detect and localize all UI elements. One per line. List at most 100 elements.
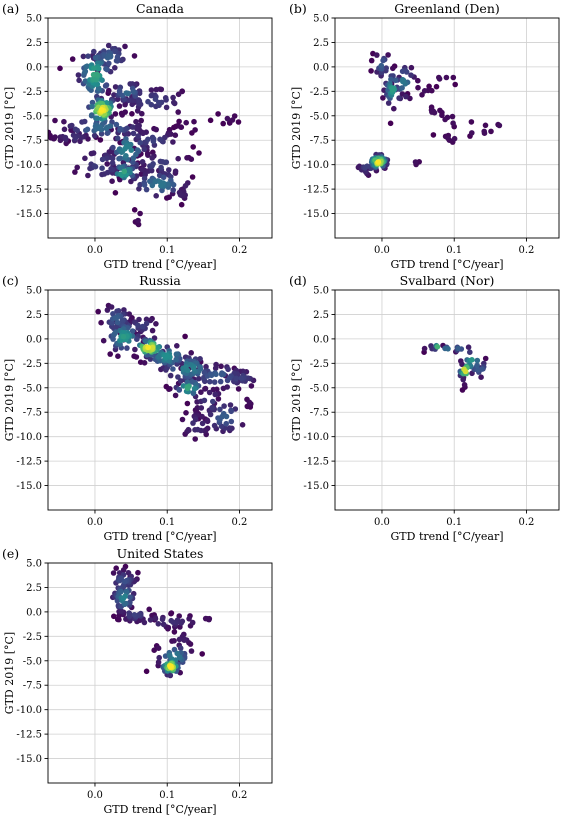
scatter-point: [192, 436, 198, 442]
scatter-point: [91, 48, 97, 55]
scatter-point: [158, 183, 164, 189]
scatter-point: [140, 130, 146, 137]
scatter-point: [173, 351, 180, 357]
scatter-point: [153, 86, 160, 93]
scatter-point: [170, 139, 176, 145]
scatter-point: [118, 588, 124, 595]
scatter-point: [481, 128, 487, 135]
scatter-point: [190, 420, 196, 426]
scatter-point: [124, 345, 130, 351]
scatter-point: [85, 53, 91, 59]
scatter-point: [465, 344, 472, 350]
scatter-point: [153, 321, 159, 327]
scatter-point: [496, 122, 503, 129]
scatter-point: [90, 76, 97, 82]
scatter-point: [179, 416, 186, 423]
scatter-point: [134, 336, 140, 342]
panel-svalbard: 0.0 0.1 0.2 5.0 2.5 0.0 -2.5 -5.0 -7.5 -10.0 -12.5…: [287, 272, 572, 544]
scatter-point: [142, 338, 149, 345]
plot-frame: [334, 17, 560, 239]
scatter-point: [383, 65, 389, 71]
scatter-point: [198, 405, 205, 411]
y-tick-label: -12.5: [303, 457, 329, 468]
scatter-point: [141, 146, 148, 153]
scatter-point: [114, 96, 121, 103]
scatter-point: [109, 178, 115, 184]
scatter-point: [158, 164, 164, 171]
y-tick-label: -12.5: [303, 185, 329, 196]
scatter-point: [98, 107, 105, 113]
scatter-point: [235, 386, 242, 392]
scatter-point: [150, 138, 157, 145]
scatter-point: [218, 371, 225, 378]
scatter-point: [474, 362, 480, 369]
y-tick-label: -12.5: [16, 730, 42, 741]
grid-lines: [335, 289, 559, 510]
scatter-point: [57, 65, 63, 72]
scatter-point: [412, 159, 419, 165]
scatter-point: [434, 344, 441, 350]
scatter-point: [145, 152, 151, 158]
y-tick-label: 2.5: [26, 583, 42, 594]
chart-title-united-states: United States: [117, 546, 204, 561]
y-tick-label: 0.0: [26, 334, 42, 345]
scatter-point: [178, 201, 185, 208]
x-tick-label: 0.2: [232, 790, 248, 801]
scatter-point: [150, 161, 156, 167]
scatter-point: [121, 168, 128, 175]
scatter-point: [155, 621, 162, 627]
scatter-point: [114, 135, 121, 142]
scatter-point: [191, 118, 197, 125]
x-axis-label: GTD trend [°C/year]: [391, 530, 504, 543]
x-tick-label: 0.0: [374, 245, 390, 256]
scatter-point: [106, 54, 112, 60]
scatter-point: [99, 165, 105, 171]
scatter-point: [167, 386, 173, 392]
scatter-point: [212, 391, 218, 398]
scatter-point: [97, 137, 104, 143]
scatter-point: [129, 124, 136, 130]
grid-lines: [48, 562, 272, 783]
scatter-point: [139, 110, 145, 117]
scatter-point: [380, 57, 386, 64]
scatter-point: [385, 52, 391, 58]
scatter-point: [400, 77, 407, 84]
scatter-point: [109, 320, 115, 326]
scatter-point: [211, 379, 218, 385]
scatter-point: [182, 333, 188, 340]
data-points: [48, 42, 242, 228]
scatter-point: [126, 311, 132, 317]
scatter-point: [157, 136, 163, 143]
scatter-point: [163, 104, 170, 111]
scatter-point: [149, 182, 156, 189]
scatter-point: [184, 384, 191, 391]
scatter-point: [462, 368, 469, 375]
scatter-point: [174, 650, 180, 657]
scatter-point: [408, 72, 414, 78]
scatter-point: [85, 172, 91, 179]
scatter-point: [115, 353, 121, 359]
scatter-point: [147, 617, 154, 623]
scatter-point: [52, 117, 58, 124]
y-tick-label: 2.5: [313, 310, 329, 321]
x-tick-label: 0.1: [159, 245, 175, 256]
scatter-point: [52, 134, 58, 140]
scatter-point: [136, 98, 143, 104]
scatter-point: [135, 133, 141, 139]
y-tick-label: 0.0: [313, 334, 329, 345]
scatter-point: [194, 405, 201, 411]
scatter-point: [388, 76, 394, 83]
y-tick-label: 0.0: [313, 62, 329, 73]
panel-letter: (e): [2, 546, 19, 561]
scatter-point: [145, 344, 151, 351]
y-tick-label: -7.5: [23, 408, 42, 419]
scatter-point: [103, 66, 109, 72]
scatter-point: [207, 378, 213, 385]
scatter-point: [112, 65, 118, 71]
y-tick-label: 5.0: [313, 286, 329, 297]
scatter-point: [120, 333, 127, 340]
x-tick-label: 0.1: [446, 517, 462, 528]
scatter-point: [106, 87, 112, 94]
scatter-point: [82, 155, 88, 162]
